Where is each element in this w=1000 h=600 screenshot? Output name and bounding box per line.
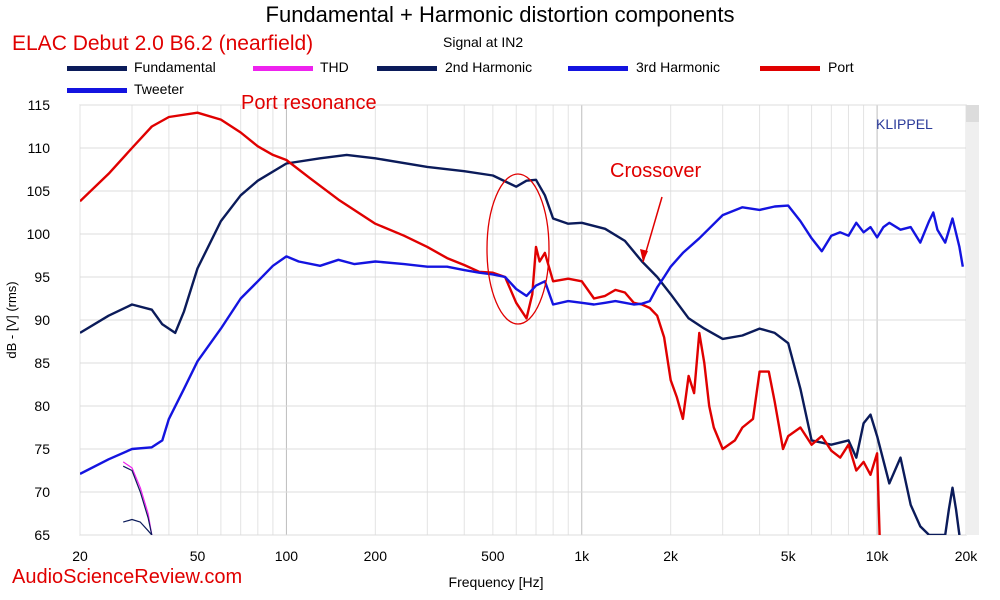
y-tick-label: 70 — [34, 484, 50, 500]
legend-label-3rd-harmonic: 3rd Harmonic — [636, 59, 721, 75]
y-tick-label: 110 — [28, 140, 51, 156]
y-axis-label: dB - [V] (rms) — [4, 281, 19, 358]
legend-label-thd: THD — [320, 59, 349, 75]
x-tick-label: 20k — [955, 548, 979, 564]
x-tick-label: 500 — [481, 548, 505, 564]
series-line-tweeter — [80, 204, 964, 475]
y-tick-label: 85 — [34, 355, 50, 371]
x-tick-label: 200 — [364, 548, 388, 564]
y-tick-label: 95 — [34, 269, 50, 285]
y-tick-label: 115 — [28, 97, 51, 113]
series-line-3rd-harmonic — [123, 518, 153, 535]
y-tick-label: 65 — [34, 527, 50, 543]
x-tick-label: 5k — [781, 548, 797, 564]
port-resonance-annotation: Port resonance — [241, 92, 377, 114]
grid — [79, 104, 967, 536]
legend-swatch-thd — [253, 66, 313, 71]
x-tick-label: 10k — [866, 548, 890, 564]
legend-swatch-fundamental — [67, 66, 127, 71]
y-tick-label: 90 — [34, 312, 50, 328]
chart-title: Fundamental + Harmonic distortion compon… — [265, 2, 735, 27]
series-line-thd — [122, 461, 153, 535]
crossover-annotation: Crossover — [610, 160, 702, 182]
x-tick-label: 50 — [190, 548, 206, 564]
legend-label-fundamental: Fundamental — [134, 59, 216, 75]
x-tick-label: 1k — [574, 548, 590, 564]
klippel-brand: KLIPPEL — [876, 116, 933, 132]
resonance-highlight-ellipse — [486, 173, 550, 325]
right-scrollbar-button — [966, 105, 979, 122]
series-line-2nd-harmonic — [122, 465, 153, 535]
y-tick-label: 75 — [34, 441, 50, 457]
legend-label-tweeter: Tweeter — [134, 81, 184, 97]
signal-label: Signal at IN2 — [443, 34, 524, 50]
y-tick-label: 100 — [27, 226, 51, 242]
right-scrollbar-track — [966, 122, 979, 535]
watermark: AudioScienceReview.com — [12, 566, 243, 588]
x-axis-label: Frequency [Hz] — [449, 574, 544, 590]
legend-label-2nd-harmonic: 2nd Harmonic — [445, 59, 533, 75]
x-tick-label: 2k — [663, 548, 679, 564]
axis-ticks: 115 110 105 100 95 90 85 80 75 70 65 20 50 100 200 500 1… — [27, 97, 979, 564]
x-tick-label: 20 — [72, 548, 88, 564]
series-line-port — [80, 111, 881, 535]
speaker-model-label: ELAC Debut 2.0 B6.2 (nearfield) — [12, 32, 314, 55]
x-tick-label: 100 — [275, 548, 299, 564]
series-line-fundamental — [80, 153, 961, 535]
legend-label-port: Port — [828, 59, 854, 75]
series-lines — [80, 111, 964, 535]
legend-swatch-port — [760, 66, 820, 71]
legend-swatch-tweeter — [67, 88, 127, 93]
y-tick-label: 105 — [27, 183, 51, 199]
legend-swatch-2nd-harmonic — [377, 66, 437, 71]
crossover-arrow-head — [640, 249, 648, 262]
y-tick-label: 80 — [34, 398, 50, 414]
legend-swatch-3rd-harmonic — [568, 66, 628, 71]
